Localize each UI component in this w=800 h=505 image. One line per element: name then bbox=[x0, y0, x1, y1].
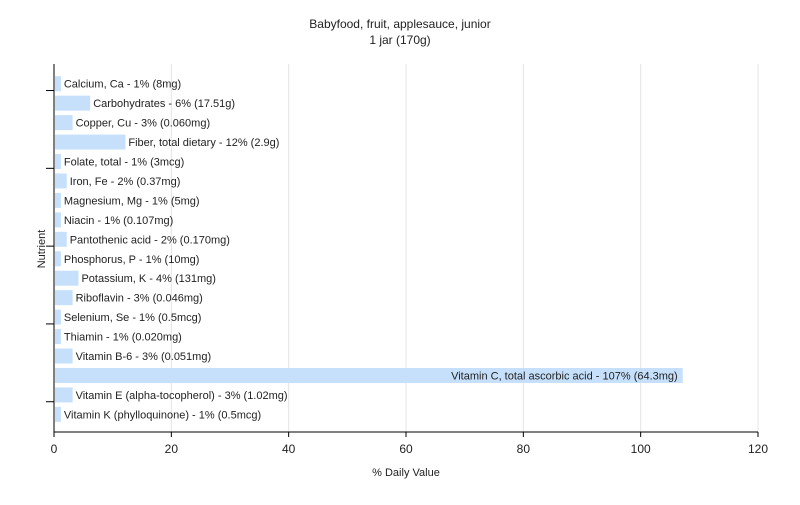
axes: 0 20 40 60 80 100 120 bbox=[46, 64, 768, 456]
bar-14 bbox=[55, 348, 73, 364]
bar-12 bbox=[55, 309, 61, 325]
bar-label-15: Vitamin C, total ascorbic acid - 107% (6… bbox=[451, 370, 678, 382]
bar-11 bbox=[55, 290, 73, 306]
bar-label-10: Potassium, K - 4% (131mg) bbox=[81, 273, 216, 285]
bar-label-14: Vitamin B-6 - 3% (0.051mg) bbox=[76, 351, 212, 363]
bar-7 bbox=[55, 212, 61, 228]
bar-2 bbox=[55, 115, 73, 131]
x-tick-label-0: 0 bbox=[51, 442, 58, 456]
bar-label-12: Selenium, Se - 1% (0.5mcg) bbox=[64, 312, 202, 324]
bar-17 bbox=[55, 406, 61, 422]
bars: Calcium, Ca - 1% (8mg) Carbohydrates - 6%… bbox=[55, 76, 683, 422]
bar-label-17: Vitamin K (phylloquinone) - 1% (0.5mcg) bbox=[64, 409, 261, 421]
bar-9 bbox=[55, 251, 61, 267]
x-tick-label-80: 80 bbox=[517, 442, 531, 456]
bar-label-9: Phosphorus, P - 1% (10mg) bbox=[64, 254, 200, 266]
bar-5 bbox=[55, 173, 67, 189]
bar-label-13: Thiamin - 1% (0.020mg) bbox=[64, 332, 182, 344]
bar-4 bbox=[55, 154, 61, 170]
bar-1 bbox=[55, 95, 91, 111]
bar-label-0: Calcium, Ca - 1% (8mg) bbox=[64, 79, 181, 91]
x-tick-label-40: 40 bbox=[282, 442, 296, 456]
bar-label-1: Carbohydrates - 6% (17.51g) bbox=[93, 98, 235, 110]
bar-3 bbox=[55, 134, 126, 150]
bar-13 bbox=[55, 329, 61, 345]
chart-subtitle: 1 jar (170g) bbox=[369, 33, 430, 47]
bar-label-2: Copper, Cu - 3% (0.060mg) bbox=[76, 118, 211, 130]
x-tick-label-60: 60 bbox=[399, 442, 413, 456]
bar-16 bbox=[55, 387, 73, 403]
x-tick-label-20: 20 bbox=[165, 442, 179, 456]
bar-6 bbox=[55, 192, 61, 208]
x-tick-label-100: 100 bbox=[631, 442, 651, 456]
bar-15 bbox=[55, 367, 683, 383]
bar-label-8: Pantothenic acid - 2% (0.170mg) bbox=[70, 234, 230, 246]
bar-0 bbox=[55, 76, 61, 92]
bar-8 bbox=[55, 231, 67, 247]
y-axis-label: Nutrient bbox=[36, 230, 48, 269]
bar-label-6: Magnesium, Mg - 1% (5mg) bbox=[64, 195, 200, 207]
chart-title: Babyfood, fruit, applesauce, junior bbox=[309, 17, 490, 31]
bar-label-16: Vitamin E (alpha-tocopherol) - 3% (1.02m… bbox=[76, 390, 288, 402]
bar-label-3: Fiber, total dietary - 12% (2.9g) bbox=[128, 137, 279, 149]
bar-label-7: Niacin - 1% (0.107mg) bbox=[64, 215, 173, 227]
bar-label-11: Riboflavin - 3% (0.046mg) bbox=[76, 293, 203, 305]
bar-label-5: Iron, Fe - 2% (0.37mg) bbox=[70, 176, 181, 188]
bar-10 bbox=[55, 270, 79, 286]
x-axis-label: % Daily Value bbox=[372, 467, 440, 479]
x-tick-label-120: 120 bbox=[748, 442, 768, 456]
bar-label-4: Folate, total - 1% (3mcg) bbox=[64, 157, 184, 169]
